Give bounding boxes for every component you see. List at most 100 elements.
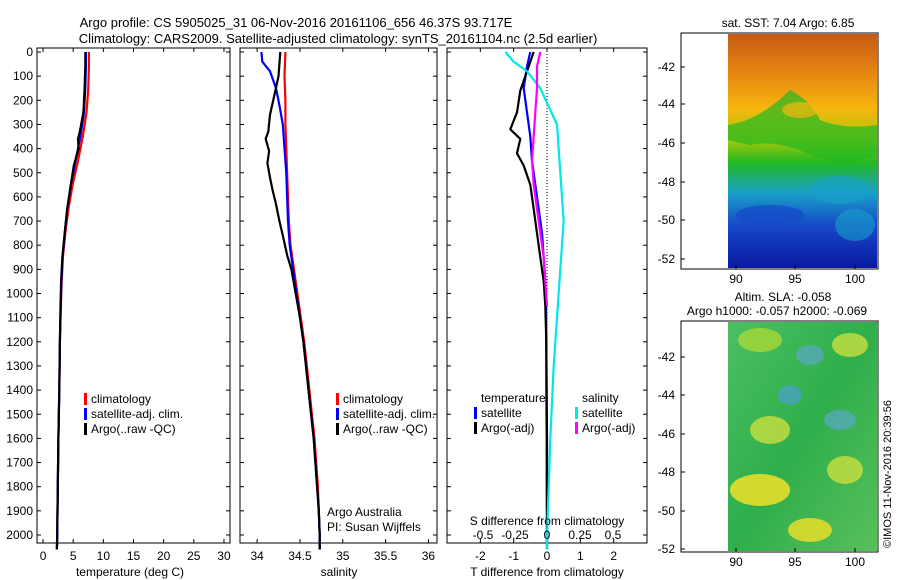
x-tick-label: -1 [508, 549, 519, 563]
depth-tick-label: 400 [13, 142, 33, 156]
s-difference-label: S difference from climatology [470, 514, 625, 528]
depth-tick-label: 2000 [6, 528, 33, 542]
depth-tick-label: 100 [13, 69, 33, 83]
map-x-tick-label: 100 [845, 555, 865, 569]
s-tick-4: 0.25 [568, 528, 592, 542]
legend-swatch-satellite [84, 408, 87, 420]
map-y-tick-label: -48 [658, 465, 676, 479]
sla-field-features [730, 328, 868, 542]
x-tick-label: 1 [577, 549, 584, 563]
legend-label-satellite: satellite-adj. clim. [91, 407, 183, 421]
map-y-tick-label: -50 [658, 504, 676, 518]
legend-label-argo: Argo(..raw -QC) [91, 422, 176, 436]
map-x-tick-label: 90 [729, 555, 743, 569]
map-y-tick-label: -48 [658, 175, 676, 189]
temperature-xlabel: temperature (deg C) [76, 565, 184, 579]
map-y-tick-label: -52 [658, 252, 676, 266]
x-tick-label: 35 [336, 549, 350, 563]
depth-tick-label: 700 [13, 214, 33, 228]
temperature-legend: climatology satellite-adj. clim. Argo(..… [84, 392, 183, 436]
figure-title-line1: Argo profile: CS 5905025_31 06-Nov-2016 … [80, 15, 513, 30]
sla-high-4 [730, 474, 790, 506]
legend-label-climatology: climatology [343, 392, 403, 406]
sla-high-5 [827, 456, 863, 484]
map-y-tick-label: -46 [658, 136, 676, 150]
depth-tick-label: 1300 [6, 359, 33, 373]
difference-panel: -2 -1 0 1 2 S difference from climatology -0… [446, 47, 648, 579]
x-tick-label: 36 [422, 549, 436, 563]
legend-title-temperature: temperature [481, 391, 546, 405]
salinity-profile-lines [260, 51, 321, 550]
legend-swatch-t-argo [474, 422, 477, 434]
sla-high-2 [832, 333, 868, 357]
sla-low-1 [796, 345, 824, 365]
legend-swatch-t-satellite [474, 407, 477, 419]
legend-swatch-climatology [84, 393, 87, 405]
series-line-3 [55, 52, 87, 550]
sst-eddy-2 [736, 205, 804, 225]
depth-axis-ticks: 0 100 200 300 400 500 600 700 800 900 1000 1100 1200… [6, 45, 230, 542]
x-tick-label: 2 [610, 549, 617, 563]
legend-swatch-argo [84, 423, 87, 435]
salinity-panel: 34 34.5 35 35.5 36 salinity climatology sate… [239, 47, 438, 579]
depth-tick-label: 1200 [6, 335, 33, 349]
depth-tick-label: 800 [13, 238, 33, 252]
map-y-tick-label: -42 [658, 350, 676, 364]
depth-tick-label: 1900 [6, 504, 33, 518]
depth-tick-label: 1600 [6, 431, 33, 445]
map-x-tick-label: 90 [729, 272, 743, 286]
x-tick-label: 30 [217, 549, 231, 563]
series-line-4 [530, 51, 549, 306]
depth-tick-label: 600 [13, 190, 33, 204]
imos-stamp: ©IMOS 11-Nov-2016 20:39:56 [882, 400, 894, 548]
map-y-tick-label: -50 [658, 213, 676, 227]
x-tick-label: -2 [475, 549, 486, 563]
depth-tick-label: 1000 [6, 287, 33, 301]
sla-high-3 [750, 416, 790, 444]
sst-eddy-3 [835, 209, 875, 241]
legend-label-satellite: satellite-adj. clim. [343, 407, 435, 421]
legend-title-salinity: salinity [582, 391, 619, 405]
map-x-tick-label: 95 [788, 555, 802, 569]
temperature-panel: 0100200300400500600700800900100011001200… [6, 45, 231, 579]
sla-map-ticks: 90 95 100 -42 -44 -46 -48 -50 -52 [658, 350, 866, 569]
sla-high-6 [788, 518, 832, 542]
x-tick-label: 5 [70, 549, 77, 563]
depth-tick-label: 1100 [7, 311, 33, 325]
map-x-tick-label: 95 [788, 272, 802, 286]
pi-label: PI: Susan Wijffels [327, 520, 421, 534]
depth-tick-label: 200 [13, 93, 33, 107]
x-tick-label: 34.5 [288, 549, 312, 563]
figure-title-line2: Climatology: CARS2009. Satellite-adjuste… [79, 31, 598, 46]
map-y-tick-label: -42 [658, 60, 676, 74]
salinity-axes [239, 47, 438, 544]
depth-tick-label: 900 [13, 262, 33, 276]
sla-map-title-1: Altim. SLA: -0.058 [735, 290, 832, 304]
legend-label-climatology: climatology [91, 392, 151, 406]
map-y-tick-label: -44 [658, 97, 676, 111]
salinity-xlabel: salinity [321, 565, 358, 579]
legend-label-s-argo: Argo(-adj) [582, 421, 635, 435]
legend-label-argo: Argo(..raw -QC) [343, 422, 428, 436]
legend-label-t-argo: Argo(-adj) [481, 421, 534, 435]
sla-map-title-2: Argo h1000: -0.057 h2000: -0.069 [687, 304, 867, 318]
institution-label: Argo Australia [327, 505, 402, 519]
sst-map-ticks: 90 95 100 -42 -44 -46 -48 -50 -52 [658, 60, 866, 286]
difference-depth-ticks [447, 51, 647, 536]
sla-low-2 [778, 385, 802, 405]
temperature-profile-lines [55, 52, 91, 550]
sla-map-panel: Altim. SLA: -0.058 Argo h1000: -0.057 h2… [658, 290, 879, 569]
series-line-3 [264, 51, 321, 550]
legend-swatch-argo [336, 423, 339, 435]
s-tick-3: 0 [544, 528, 551, 542]
depth-tick-label: 1400 [6, 383, 33, 397]
difference-legend: temperature salinity satellite Argo(-adj… [474, 391, 635, 435]
x-tick-label: 20 [157, 549, 171, 563]
x-tick-label: 34 [250, 549, 264, 563]
salinity-axis-ticks: 34 34.5 35 35.5 36 [250, 48, 435, 563]
x-tick-label: 15 [127, 549, 141, 563]
x-tick-label: 25 [187, 549, 201, 563]
difference-profile-lines [504, 51, 565, 550]
salinity-legend: climatology satellite-adj. clim. Argo(..… [336, 392, 435, 436]
